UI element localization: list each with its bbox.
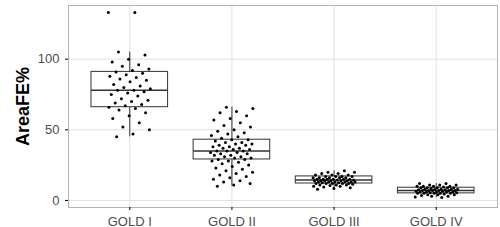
svg-text:AreaFE%: AreaFE% — [13, 67, 33, 146]
svg-text:50: 50 — [45, 122, 59, 137]
svg-text:GOLD II: GOLD II — [208, 214, 256, 227]
svg-text:0: 0 — [52, 193, 59, 208]
svg-text:100: 100 — [38, 51, 60, 66]
svg-text:GOLD IV: GOLD IV — [410, 214, 463, 227]
svg-text:GOLD III: GOLD III — [308, 214, 359, 227]
svg-text:GOLD I: GOLD I — [108, 214, 152, 227]
